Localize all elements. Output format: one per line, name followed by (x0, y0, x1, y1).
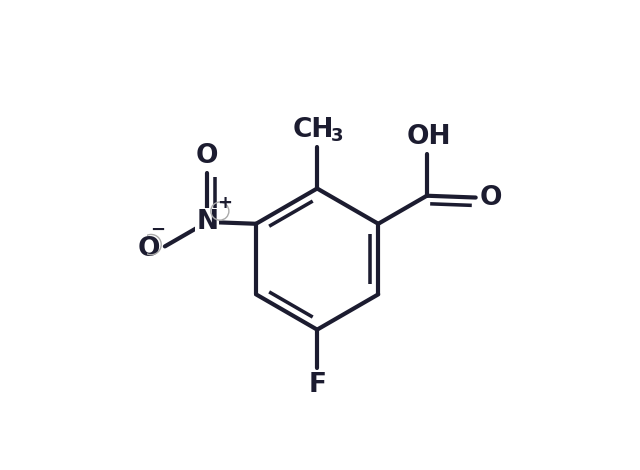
Text: OH: OH (406, 125, 451, 150)
Text: N: N (196, 209, 218, 235)
Text: O: O (196, 143, 218, 169)
Text: 3: 3 (331, 127, 344, 145)
Text: O: O (480, 185, 502, 211)
Text: F: F (308, 372, 326, 398)
Text: −: − (150, 220, 165, 238)
Text: O: O (138, 236, 161, 262)
Text: +: + (218, 194, 232, 212)
Text: CH: CH (293, 117, 334, 143)
